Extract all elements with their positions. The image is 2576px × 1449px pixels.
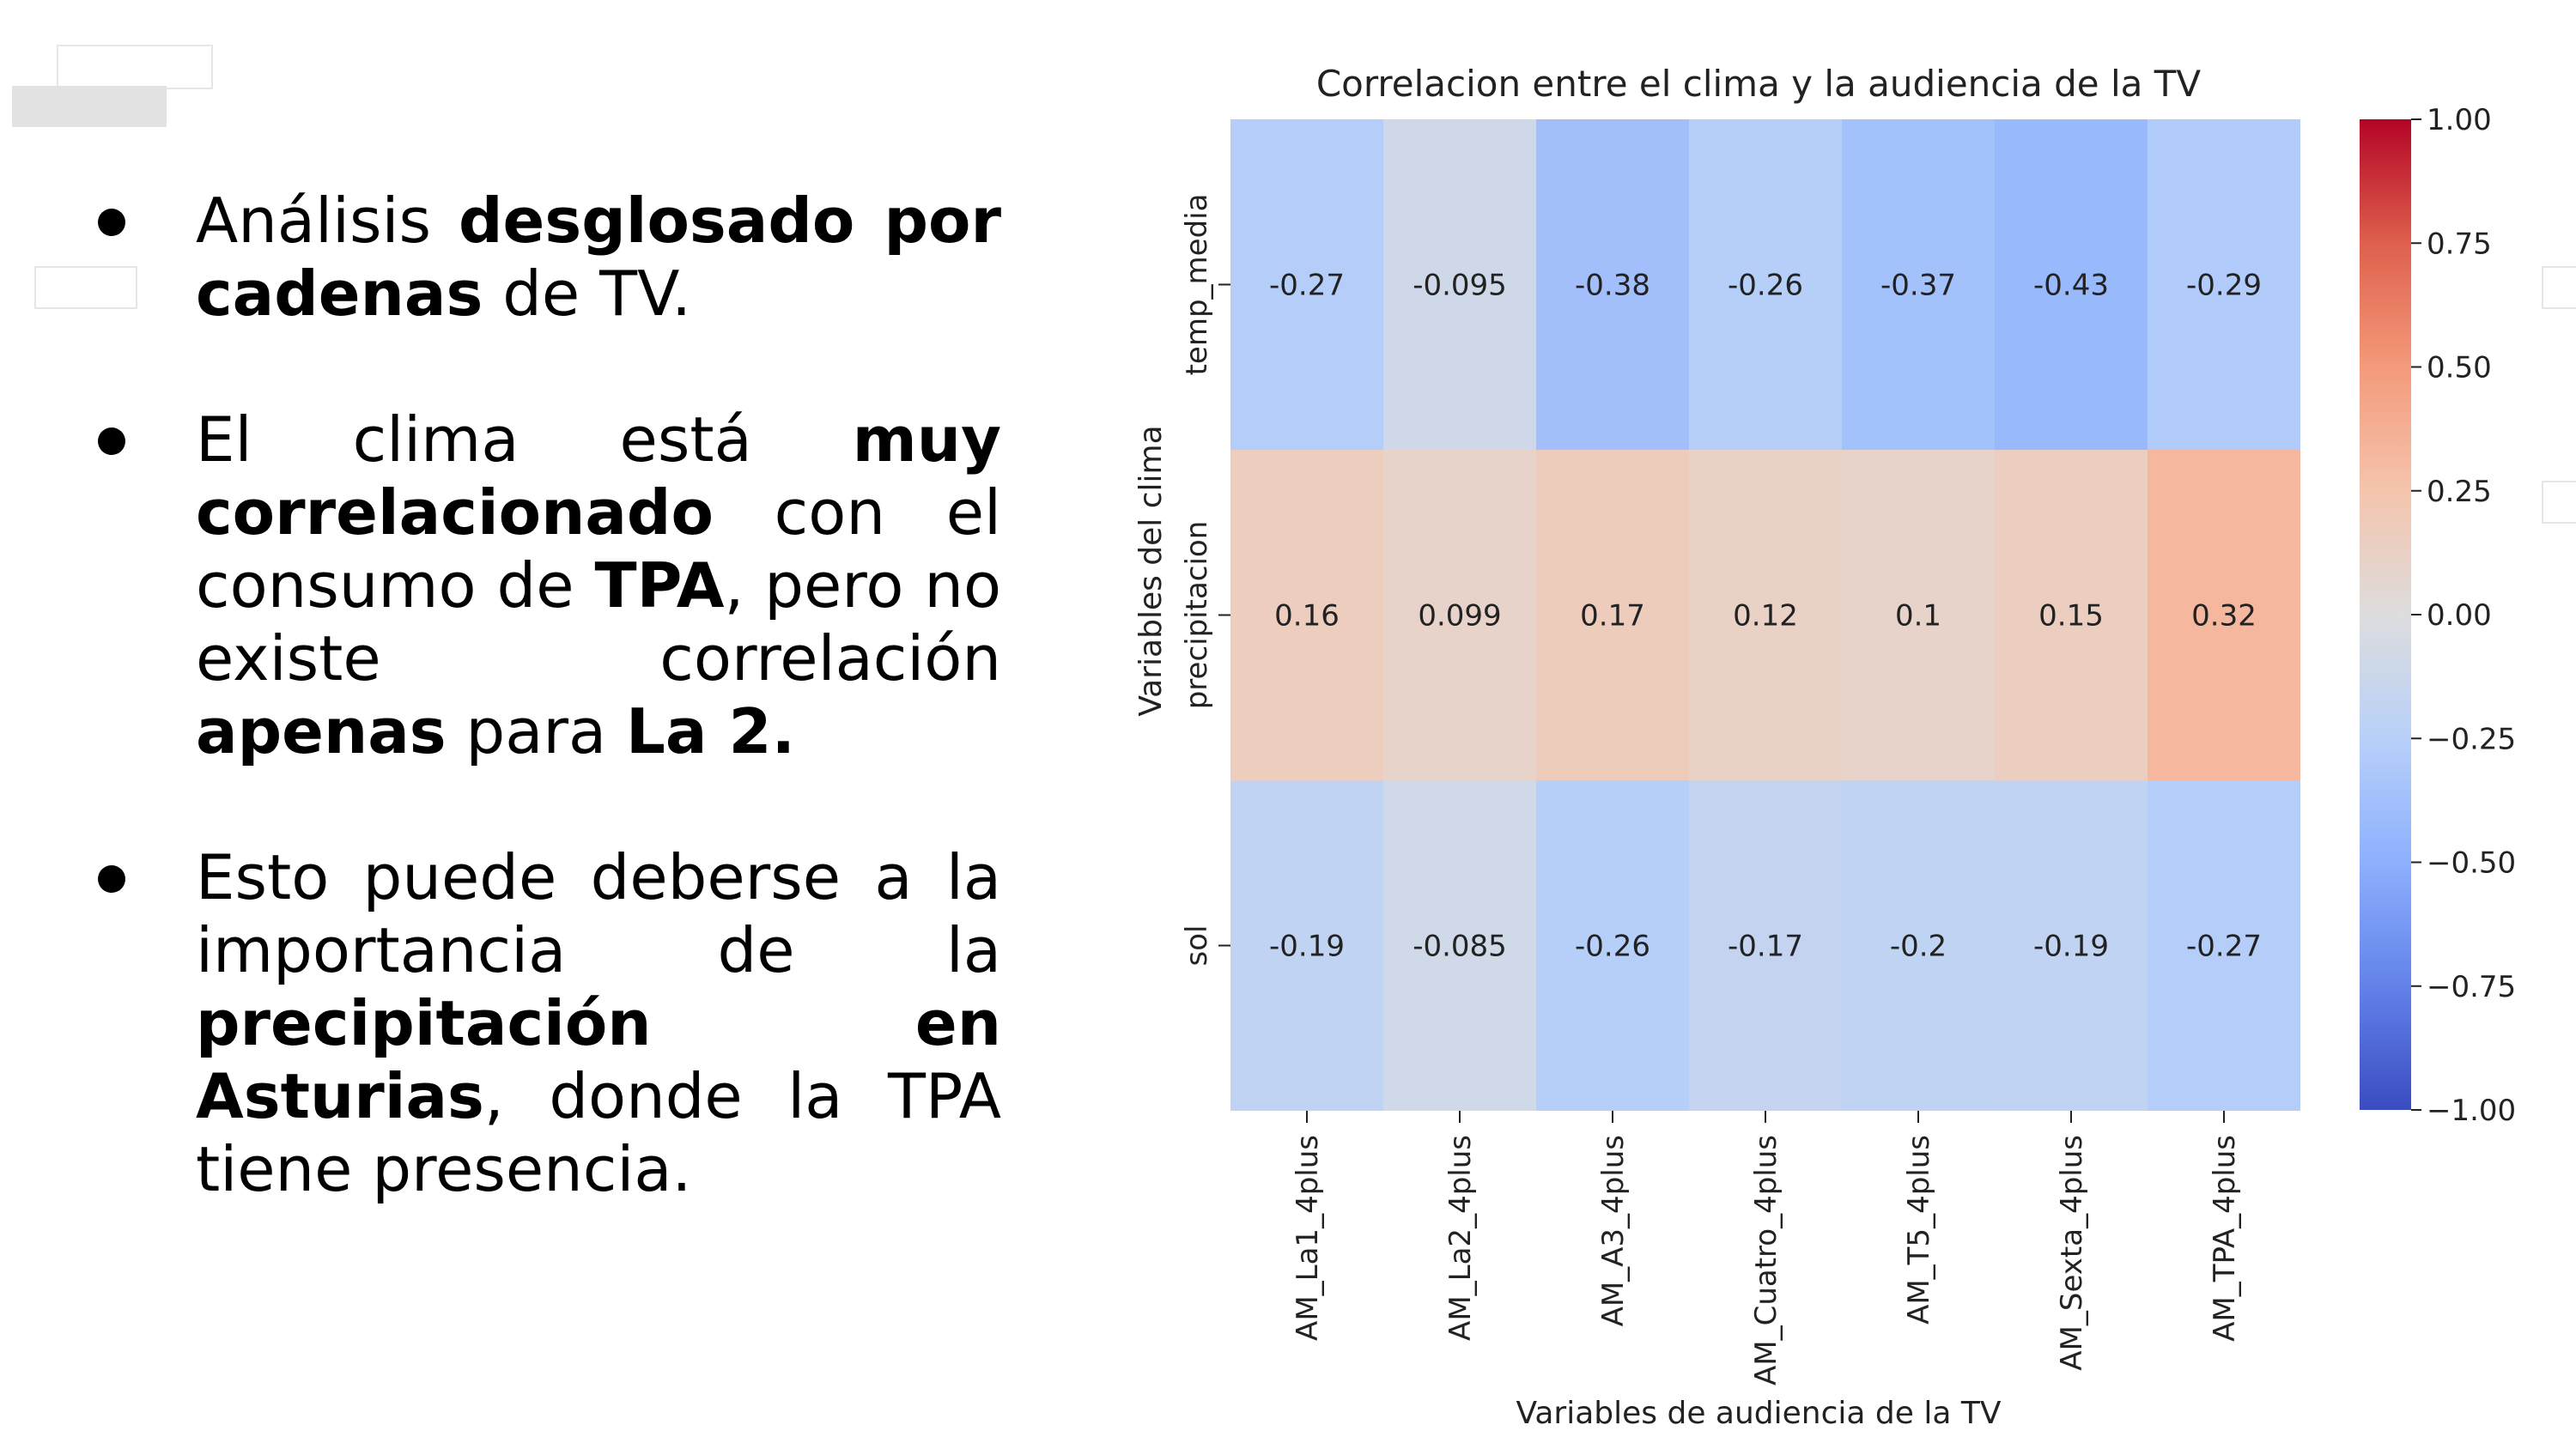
heatmap-cell [2148,119,2300,450]
heatmap-cells: -0.27 -0.095 -0.38 -0.26 -0.37 -0.43 -0.29 0.16… [1230,119,2300,1111]
x-tick-label: AM_La1_4plus [1291,1135,1325,1341]
y-tick-label: sol [1180,925,1214,967]
heatmap-cell [1383,450,1536,780]
x-tick-label: AM_T5_4plus [1902,1135,1936,1325]
heatmap-cell [1536,119,1689,450]
x-tick-label: AM_TPA_4plus [2208,1135,2242,1342]
bullet-text: Esto puede deberse a la importancia de l… [196,841,1001,986]
bullet-text: , pero no existe correlación [196,549,1001,694]
cell-value-label: -0.38 [1575,269,1650,303]
y-tick-label: temp_media [1180,194,1214,376]
colorbar-tick-label: 0.25 [2427,475,2492,509]
cell-value-label: 0.32 [2191,599,2257,634]
heatmap-cell [1383,780,1536,1111]
cell-value-label: -0.29 [2186,269,2262,303]
colorbar-tick-label: −0.25 [2427,722,2516,756]
cell-value-label: -0.43 [2033,269,2109,303]
heatmap-cell [1842,450,1995,780]
cell-value-label: -0.27 [2186,930,2262,964]
bullet-item: Esto puede deberse a la importancia de l… [0,841,1030,1206]
correlation-heatmap: Correlacion entre el clima y la audienci… [1133,63,2516,1431]
colorbar-tick-label: 1.00 [2427,103,2492,137]
cell-value-label: -0.37 [1880,269,1956,303]
bullet-text: para [446,695,626,767]
colorbar [2360,119,2411,1110]
cell-value-label: -0.19 [2033,930,2109,964]
cell-value-label: -0.2 [1890,930,1947,964]
bullet-bold-text: precipitación en Asturias [196,987,1001,1132]
colorbar-tick-label: 0.50 [2427,351,2492,385]
decor-frame [34,266,137,309]
cell-value-label: 0.1 [1895,599,1941,634]
bullet-bold-text: La 2. [625,695,795,767]
cell-value-label: -0.095 [1413,269,1507,303]
heatmap-cell [1536,780,1689,1111]
cell-value-label: 0.15 [2038,599,2104,634]
colorbar-tick-label: 0.75 [2427,227,2492,261]
heatmap-cell [1383,119,1536,450]
y-tick-label: precipitacion [1180,521,1214,710]
colorbar-ticks: 1.00 0.75 0.50 0.25 0.00 −0.25 −0.50 −0.75 −1.00 [2411,103,2516,1128]
colorbar-tick-label: −1.00 [2427,1094,2516,1128]
cell-value-label: 0.12 [1733,599,1798,634]
bullet-dot [98,209,125,236]
bullet-bold-text: desglosado por cadenas [196,185,1001,330]
bullet-text: , donde la TPA tiene presencia. [196,1060,1001,1205]
bullet-item: Análisis desglosado por cadenas de TV. [0,185,1030,330]
y-axis-label: Variables del clima [1133,425,1169,716]
chart-title: Correlacion entre el clima y la audienci… [1316,63,2202,105]
colorbar-tick-label: 0.00 [2427,598,2492,633]
x-axis-label: Variables de audiencia de la TV [1516,1396,2002,1431]
x-tick-label: AM_A3_4plus [1596,1135,1631,1326]
decor-block [12,86,167,127]
cell-value-label: -0.27 [1269,269,1345,303]
heatmap-cell [1995,780,2148,1111]
decor-frame [57,45,213,89]
bullet-text: El clima está [196,403,853,476]
cell-value-label: -0.26 [1728,269,1803,303]
cell-value-label: 0.16 [1274,599,1340,634]
cell-value-label: 0.17 [1580,599,1645,634]
heatmap-cell [1689,119,1842,450]
heatmap-cell [2148,450,2300,780]
cell-value-label: 0.099 [1418,599,1501,634]
heatmap-cell [1842,780,1995,1111]
heatmap-cell [1230,780,1383,1111]
heatmap-cell [1995,119,2148,450]
x-tick-label: AM_La2_4plus [1443,1135,1478,1341]
y-tick-labels: temp_media precipitacion sol [1180,194,1230,967]
heatmap-cell [1230,450,1383,780]
cell-value-label: -0.085 [1413,930,1507,964]
cell-value-label: -0.19 [1269,930,1345,964]
heatmap-cell [1689,780,1842,1111]
cell-value-label: -0.17 [1728,930,1803,964]
colorbar-tick-label: −0.50 [2427,846,2516,881]
decor-frame [2542,266,2576,309]
bullet-item: El clima está muy correlacionado con el … [0,403,1030,768]
bullet-text: de TV. [483,258,691,330]
bullet-bold-text: TPA [594,549,725,621]
heatmap-cell [1230,119,1383,450]
decor-frame [2542,481,2576,524]
bullet-dot [98,427,125,455]
colorbar-tick-label: −0.75 [2427,970,2516,1004]
bullet-bold-text: apenas [196,695,447,767]
heatmap-cell [1536,450,1689,780]
heatmap-cell [1689,450,1842,780]
cell-value-label: -0.26 [1575,930,1650,964]
heatmap-cell [1995,450,2148,780]
bullet-bold-text: muy correlacionado [196,403,1001,549]
bullet-text: Análisis [196,185,459,257]
x-tick-labels: AM_La1_4plus AM_La2_4plus AM_A3_4plus AM_Cu… [1291,1111,2242,1385]
bullet-text: con el consumo de [196,476,1001,621]
heatmap-cell [1842,119,1995,450]
bullet-list: Análisis desglosado por cadenas de TV. E… [0,185,1030,1279]
x-tick-label: AM_Cuatro_4plus [1749,1135,1783,1385]
bullet-dot [98,865,125,893]
heatmap-cell [2148,780,2300,1111]
x-tick-label: AM_Sexta_4plus [2055,1135,2089,1371]
